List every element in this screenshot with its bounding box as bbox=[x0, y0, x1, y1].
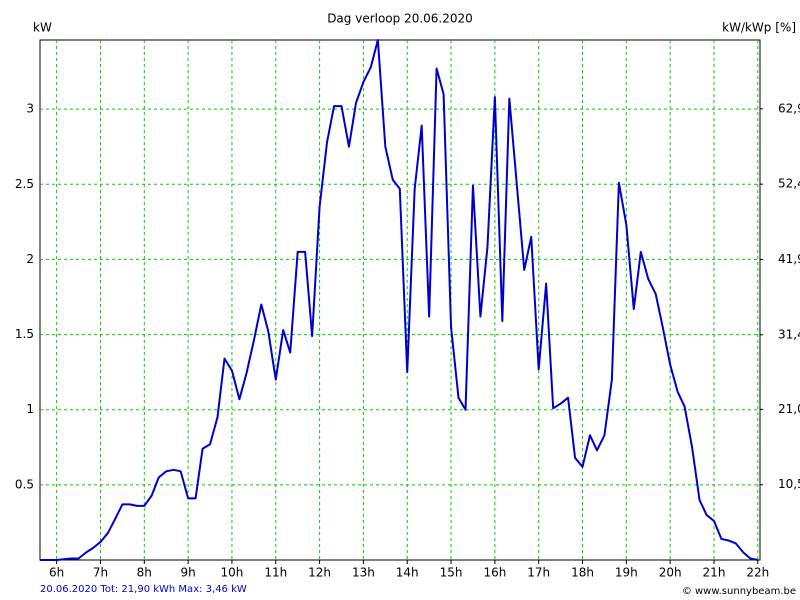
y2-tick-label: 10,5 bbox=[778, 477, 800, 491]
x-tick-label: 11h bbox=[264, 566, 287, 580]
x-tick-label: 15h bbox=[440, 566, 463, 580]
y2-tick-label: 31,4 bbox=[778, 327, 800, 341]
x-tick-label: 10h bbox=[221, 566, 244, 580]
footer-credit: © www.sunnybeam.be bbox=[682, 586, 796, 597]
x-tick-label: 9h bbox=[180, 566, 195, 580]
x-tick-label: 12h bbox=[308, 566, 331, 580]
x-tick-label: 16h bbox=[483, 566, 506, 580]
x-tick-label: 17h bbox=[527, 566, 550, 580]
y2-axis-label: kW/kWp [%] bbox=[722, 21, 796, 35]
x-tick-label: 19h bbox=[615, 566, 638, 580]
x-tick-label: 20h bbox=[659, 566, 682, 580]
y-tick-label: 1 bbox=[26, 402, 34, 416]
data-line bbox=[40, 39, 759, 561]
y2-tick-label: 41,9 bbox=[778, 252, 800, 266]
y-tick-label: 1.5 bbox=[15, 327, 34, 341]
x-tick-label: 18h bbox=[571, 566, 594, 580]
x-tick-label: 14h bbox=[396, 566, 419, 580]
y2-tick-label: 52,4 bbox=[778, 177, 800, 191]
footer-summary: 20.06.2020 Tot: 21,90 kWh Max: 3,46 kW bbox=[40, 584, 247, 595]
y-tick-label: 2.5 bbox=[15, 177, 34, 191]
x-tick-label: 13h bbox=[352, 566, 375, 580]
chart-title: Dag verloop 20.06.2020 bbox=[327, 12, 473, 26]
x-tick-label: 6h bbox=[49, 566, 64, 580]
y2-tick-label: 21,0 bbox=[778, 402, 800, 416]
y2-tick-label: 62,9 bbox=[778, 101, 800, 115]
y-axis-label: kW bbox=[33, 21, 52, 35]
y-tick-label: 2 bbox=[26, 252, 34, 266]
plot-frame bbox=[39, 39, 761, 561]
x-tick-label: 8h bbox=[137, 566, 152, 580]
y-tick-label: 0.5 bbox=[15, 477, 34, 491]
x-tick-label: 7h bbox=[93, 566, 108, 580]
x-tick-label: 22h bbox=[746, 566, 769, 580]
y-tick-label: 3 bbox=[26, 102, 34, 116]
x-tick-label: 21h bbox=[703, 566, 726, 580]
